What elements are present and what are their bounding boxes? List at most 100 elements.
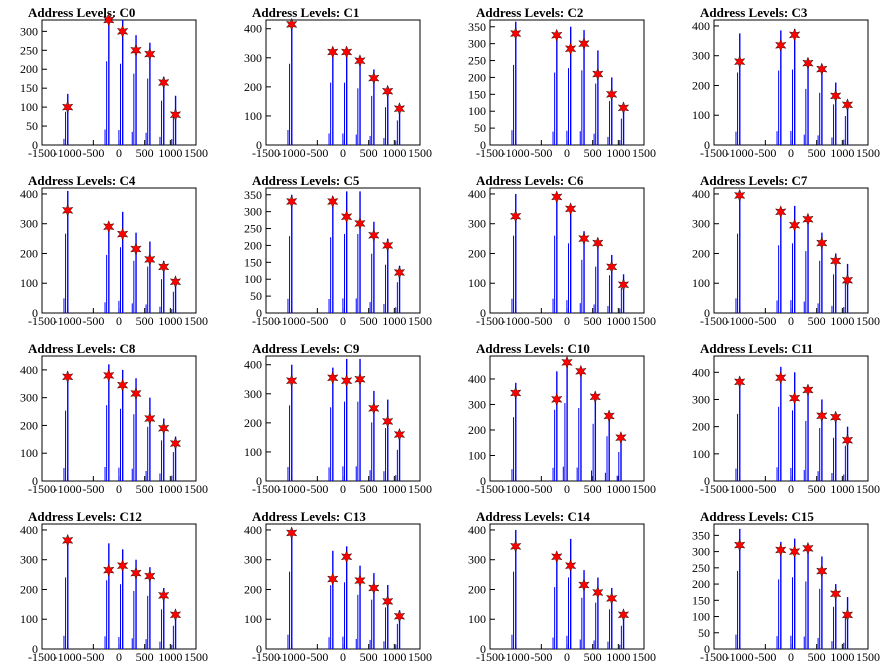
histogram-bar (780, 366, 782, 481)
histogram-bar (287, 298, 289, 313)
histogram-bar (554, 587, 556, 649)
histogram-bar (579, 131, 581, 145)
y-tick-label: 150 (20, 81, 38, 95)
x-tick-label: -1500 (28, 482, 56, 496)
histogram-panel: Address Levels: C5 0 50 100 150 200 250 300 350 -… (224, 168, 448, 336)
histogram-bar (844, 115, 846, 145)
level-marker (592, 67, 604, 81)
histogram-bar (131, 131, 133, 145)
y-tick-label: 350 (692, 528, 710, 542)
histogram-bar (511, 469, 513, 481)
histogram-bar (172, 625, 174, 649)
x-tick-label: 0 (564, 482, 570, 496)
level-marker (103, 220, 115, 234)
x-tick-label: 500 (136, 146, 154, 160)
histogram-bar (844, 615, 846, 649)
y-tick-label: 400 (244, 523, 262, 537)
histogram-bar (778, 70, 780, 145)
histogram-bar (833, 104, 835, 145)
y-tick-label: 300 (468, 37, 486, 51)
x-tick-label: 1500 (632, 146, 656, 160)
histogram-bar (569, 205, 572, 313)
y-tick-label: 300 (692, 49, 710, 63)
histogram-bar (355, 639, 357, 649)
histogram-panel: Address Levels: C4 0 100 200 300 400 -1500 -100… (0, 168, 224, 336)
level-marker (169, 436, 182, 451)
histogram-bar (739, 190, 741, 313)
level-marker (285, 17, 298, 31)
histogram-bar (846, 100, 849, 145)
x-tick-label: 1000 (606, 650, 630, 664)
level-marker (775, 205, 787, 219)
y-tick-label: 300 (244, 387, 262, 401)
histogram-bar (556, 553, 558, 649)
histogram-svg: Address Levels: C5 0 50 100 150 200 250 300 350 -… (244, 173, 432, 328)
histogram-bar (385, 264, 387, 313)
histogram-bar (371, 253, 373, 313)
histogram-bar (332, 196, 334, 313)
histogram-bar (821, 232, 823, 313)
histogram-bar (591, 470, 593, 481)
histogram-bar (515, 193, 517, 313)
x-tick-label: 500 (136, 482, 154, 496)
y-tick-label: 350 (244, 188, 262, 202)
histogram-bar (593, 133, 595, 145)
histogram-bar (554, 72, 556, 145)
y-tick-label: 0 (256, 138, 262, 152)
histogram-bar (332, 550, 334, 649)
histogram-bar (805, 581, 807, 649)
histogram-bar (104, 129, 106, 145)
level-marker (841, 98, 854, 112)
level-marker (592, 585, 604, 600)
histogram-bar (289, 571, 291, 649)
x-tick-label: -500 (530, 482, 552, 496)
level-marker (605, 260, 618, 274)
x-tick-label: -1500 (476, 146, 504, 160)
histogram-bar (556, 33, 558, 145)
x-tick-label: 1000 (158, 482, 182, 496)
histogram-panel: Address Levels: C11 0 100 200 300 400 -1500 -10… (672, 336, 896, 504)
level-marker (592, 236, 604, 250)
y-tick-label: 200 (468, 246, 486, 260)
y-tick-label: 400 (468, 523, 486, 537)
level-marker (169, 108, 182, 122)
level-marker (575, 364, 587, 378)
histogram-bar (567, 68, 569, 145)
histogram-bar (345, 191, 348, 313)
chart-title: Address Levels: C0 (28, 5, 135, 20)
x-tick-label: -1000 (54, 146, 82, 160)
histogram-bar (63, 298, 65, 313)
histogram-bar (737, 570, 739, 649)
histogram-bar (776, 636, 778, 649)
histogram-bar (291, 20, 293, 145)
histogram-bar (552, 298, 554, 313)
level-marker (285, 526, 298, 540)
x-tick-label: -1000 (726, 482, 754, 496)
x-tick-label: 1500 (856, 146, 880, 160)
histogram-bar (735, 131, 737, 145)
histogram-bar (597, 241, 599, 313)
y-tick-label: 400 (468, 372, 486, 386)
histogram-panel: Address Levels: C3 0 100 200 300 400 -1500 -100… (672, 0, 896, 168)
x-tick-label: -1000 (502, 482, 530, 496)
x-tick-label: -1500 (700, 650, 728, 664)
y-tick-label: 100 (692, 447, 710, 461)
x-tick-label: -500 (306, 314, 328, 328)
y-tick-label: 150 (692, 593, 710, 607)
x-tick-label: 1000 (830, 314, 854, 328)
histogram-bar (606, 436, 608, 481)
level-marker (381, 414, 394, 428)
y-tick-label: 100 (692, 610, 710, 624)
level-marker (116, 559, 129, 573)
histogram-bar (791, 577, 793, 649)
histogram-bar (161, 279, 163, 313)
histogram-bar (395, 644, 397, 649)
level-marker (788, 28, 801, 42)
histogram-bar (843, 474, 845, 481)
histogram-svg: Address Levels: C0 0 50 100 150 200 250 300 -150… (20, 5, 208, 160)
histogram-bar (387, 585, 389, 649)
level-marker (157, 421, 170, 435)
level-marker (327, 194, 339, 209)
histogram-bar (387, 238, 389, 313)
